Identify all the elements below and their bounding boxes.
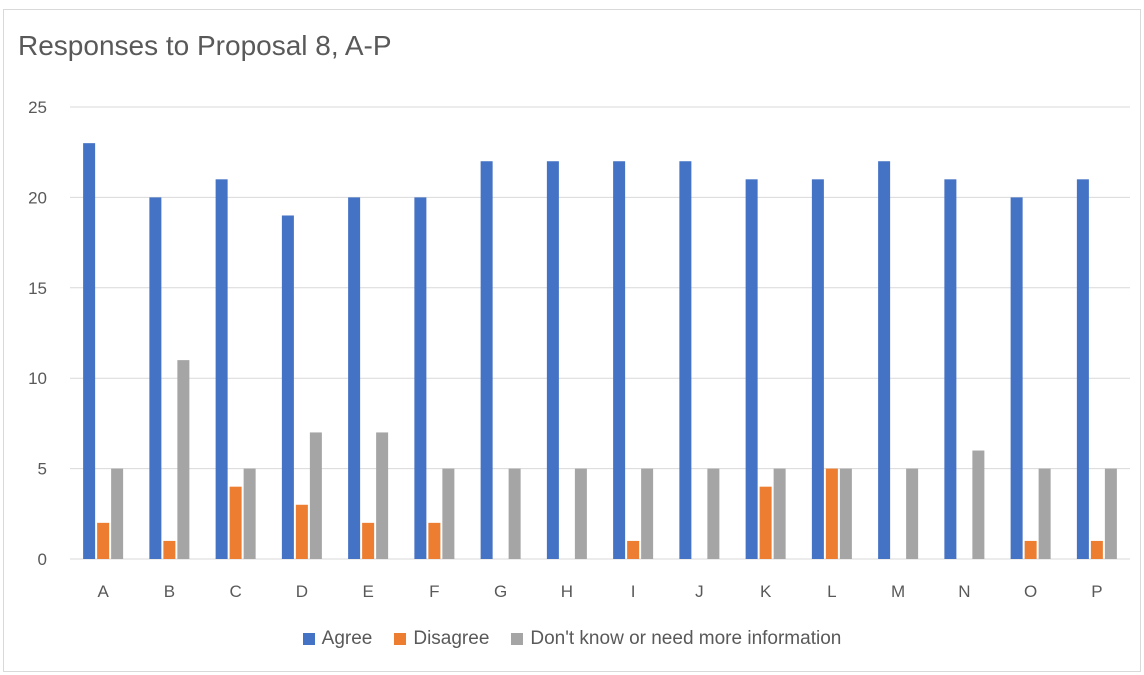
x-tick-label: B [164,582,175,601]
x-tick-label: E [362,582,373,601]
bar-O-agree [1010,197,1023,559]
bar-H-agree [546,161,559,560]
bar-P-don-t-know-or-need-more-information [1104,468,1117,559]
legend: Agree Disagree Don't know or need more inf… [0,628,1144,650]
bar-J-don-t-know-or-need-more-information [707,468,720,559]
bar-D-agree [281,215,294,560]
bar-O-disagree [1024,540,1037,559]
x-tick-label: L [827,582,836,601]
bar-K-agree [745,179,758,559]
bar-F-agree [414,197,427,559]
y-tick-label: 25 [28,98,47,117]
bar-A-agree [83,143,96,559]
legend-swatch [511,633,524,645]
bars [83,143,1117,560]
x-tick-label: O [1024,582,1037,601]
x-tick-label: P [1091,582,1102,601]
bar-F-disagree [428,522,441,559]
bar-C-don-t-know-or-need-more-information [243,468,256,559]
bar-A-disagree [97,522,110,559]
bar-A-don-t-know-or-need-more-information [111,468,124,559]
chart-title: Responses to Proposal 8, A-P [18,30,392,61]
bar-O-don-t-know-or-need-more-information [1038,468,1051,559]
bar-L-agree [811,179,824,559]
bar-L-disagree [825,468,838,559]
bar-P-disagree [1090,540,1103,559]
x-tick-label: K [760,582,772,601]
legend-label: Agree [321,628,373,649]
legend-swatch [394,633,407,645]
bar-I-agree [613,161,626,560]
x-tick-label: M [891,582,905,601]
x-tick-label: J [695,582,704,601]
bar-I-disagree [627,540,640,559]
bar-G-don-t-know-or-need-more-information [508,468,521,559]
bar-D-disagree [295,504,308,559]
x-tick-label: D [296,582,308,601]
y-tick-label: 20 [28,188,47,207]
legend-item: Disagree [394,628,489,650]
bar-D-don-t-know-or-need-more-information [309,432,322,559]
bar-J-agree [679,161,692,560]
bar-M-don-t-know-or-need-more-information [906,468,919,559]
x-tick-label: H [561,582,573,601]
bar-K-don-t-know-or-need-more-information [773,468,786,559]
x-tick-label: C [229,582,241,601]
x-axis-ticks: A B C D E F G H I J K L M N O P [97,582,1102,601]
y-tick-label: 15 [28,279,47,298]
bar-K-disagree [759,486,772,559]
bar-B-don-t-know-or-need-more-information [177,360,190,559]
bar-B-disagree [163,540,176,559]
legend-item: Don't know or need more information [511,628,841,650]
x-tick-label: A [97,582,109,601]
bar-E-don-t-know-or-need-more-information [376,432,389,559]
bar-M-agree [878,161,891,560]
x-tick-label: G [494,582,507,601]
bar-L-don-t-know-or-need-more-information [839,468,852,559]
legend-swatch [302,633,315,645]
x-tick-label: I [631,582,636,601]
y-tick-label: 10 [28,369,47,388]
bar-P-agree [1076,179,1089,559]
legend-label: Disagree [413,628,490,649]
bar-I-don-t-know-or-need-more-information [641,468,654,559]
bar-E-agree [348,197,361,559]
bar-C-disagree [229,486,242,559]
bar-N-agree [944,179,957,559]
bar-G-agree [480,161,493,560]
bar-C-agree [215,179,228,559]
y-axis-ticks: 0 5 10 15 20 25 [28,98,47,569]
bar-F-don-t-know-or-need-more-information [442,468,455,559]
bar-B-agree [149,197,162,559]
bar-H-don-t-know-or-need-more-information [574,468,587,559]
legend-item: Agree [302,628,373,650]
x-tick-label: F [429,582,439,601]
y-tick-label: 5 [38,460,47,479]
x-tick-label: N [958,582,970,601]
legend-label: Don't know or need more information [530,628,842,649]
y-tick-label: 0 [38,550,47,569]
gridlines [70,106,1130,560]
bar-E-disagree [362,522,375,559]
bar-N-don-t-know-or-need-more-information [972,450,985,559]
